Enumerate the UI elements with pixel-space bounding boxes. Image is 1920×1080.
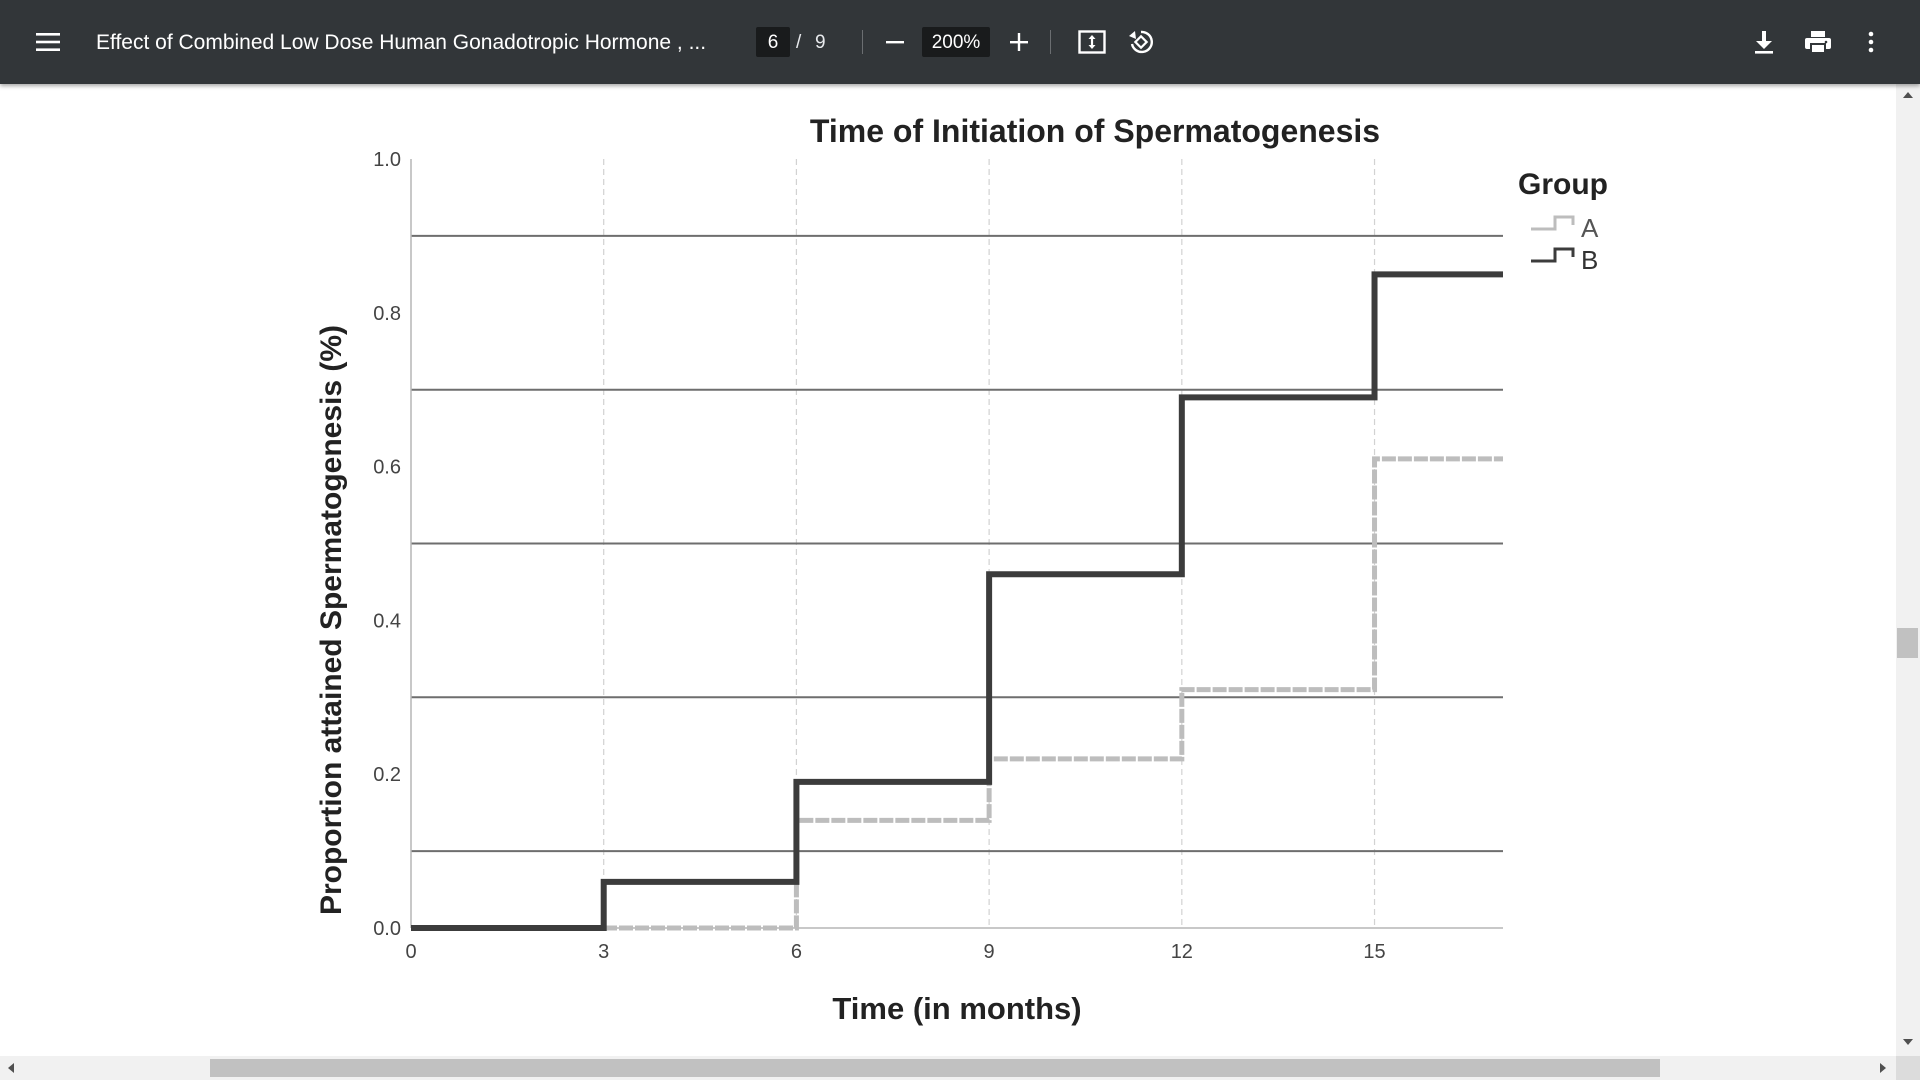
scroll-left-arrow-icon[interactable]	[8, 1063, 14, 1073]
document-viewer[interactable]	[0, 84, 1920, 1080]
page-separator: /	[796, 32, 802, 53]
more-options-icon[interactable]	[1856, 26, 1886, 58]
x-tick-label: 0	[405, 941, 416, 963]
legend-title: Group	[1518, 168, 1608, 201]
x-tick-label: 15	[1363, 941, 1385, 963]
zoom-out-icon[interactable]	[880, 27, 910, 57]
vertical-scrollbar[interactable]	[1896, 84, 1920, 1060]
fit-page-icon[interactable]	[1076, 26, 1108, 58]
zoom-in-icon[interactable]	[1004, 27, 1034, 57]
series-line-A	[411, 456, 1503, 931]
legend: AB	[1531, 213, 1599, 275]
legend-swatch-A	[1531, 215, 1575, 231]
tick-labels: 0 3 6 9 12 15 0.0 0.2 0.4 0.6 0.8 1.0	[373, 149, 1385, 963]
legend-label-B: B	[1581, 245, 1598, 275]
scroll-right-arrow-icon[interactable]	[1880, 1063, 1886, 1073]
vertical-scroll-thumb[interactable]	[1897, 628, 1918, 658]
toolbar-divider	[1050, 30, 1051, 54]
legend-label-A: A	[1581, 213, 1599, 243]
toolbar-divider	[862, 30, 863, 54]
zoom-level-input[interactable]: 200%	[922, 27, 990, 57]
page-number-input[interactable]: 6	[756, 27, 790, 57]
rotate-icon[interactable]	[1124, 26, 1158, 58]
document-title: Effect of Combined Low Dose Human Gonado…	[96, 31, 707, 54]
series-line-B	[411, 271, 1503, 931]
horizontal-scroll-thumb[interactable]	[210, 1059, 1660, 1077]
legend-swatch-B	[1531, 247, 1575, 263]
y-tick-label: 0.4	[373, 610, 401, 632]
y-tick-label: 0.2	[373, 764, 401, 786]
x-tick-label: 3	[598, 941, 609, 963]
total-pages: 9	[815, 32, 826, 53]
x-axis-label: Time (in months)	[832, 991, 1081, 1026]
download-icon[interactable]	[1748, 26, 1780, 58]
x-tick-label: 12	[1171, 941, 1193, 963]
y-tick-label: 0.0	[373, 918, 401, 940]
y-tick-label: 1.0	[373, 149, 401, 171]
menu-icon[interactable]	[30, 26, 66, 58]
y-tick-label: 0.6	[373, 457, 401, 479]
scroll-down-arrow-icon[interactable]	[1903, 1039, 1913, 1045]
y-axis-label: Proportion attained Spermatogenesis (%)	[315, 325, 348, 915]
x-tick-label: 6	[791, 941, 802, 963]
x-tick-label: 9	[984, 941, 995, 963]
print-icon[interactable]	[1800, 26, 1836, 58]
scrollbar-corner	[1896, 1056, 1920, 1080]
chart-title: Time of Initiation of Spermatogenesis	[810, 113, 1380, 149]
pdf-toolbar: Effect of Combined Low Dose Human Gonado…	[0, 0, 1920, 84]
series-lines	[411, 271, 1503, 931]
reference-lines	[411, 234, 1503, 853]
scroll-up-arrow-icon[interactable]	[1903, 92, 1913, 98]
y-tick-label: 0.8	[373, 303, 401, 325]
